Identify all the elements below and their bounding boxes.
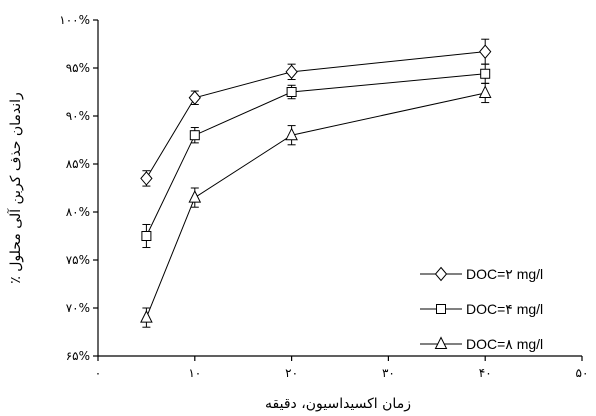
legend-item-2: DOC=۴ mg/l xyxy=(420,301,543,317)
triangle-marker xyxy=(285,127,298,141)
x-tick-label: ۲۰ xyxy=(285,366,298,380)
diamond-marker xyxy=(434,266,448,282)
legend-item-1: DOC=۲ mg/l xyxy=(420,266,543,282)
y-tick-label: ۷۵% xyxy=(66,253,90,267)
series-line xyxy=(145,73,486,237)
diamond-marker xyxy=(140,171,153,186)
y-tick-label: ۷۰% xyxy=(66,301,90,315)
triangle-marker xyxy=(478,85,492,98)
square-marker xyxy=(189,130,200,141)
series-3 xyxy=(140,82,492,328)
x-tick-label: ۰ xyxy=(95,366,101,380)
series-2 xyxy=(141,63,491,249)
x-tick-label: ۴۰ xyxy=(479,366,492,380)
x-tick-label: ۵۰ xyxy=(576,366,589,380)
triangle-marker xyxy=(188,189,202,203)
legend-label: DOC=۸ mg/l xyxy=(466,336,543,352)
y-tick-label: ۸۵% xyxy=(66,157,90,171)
diamond-marker xyxy=(479,44,492,59)
series-layer xyxy=(140,38,492,328)
y-tick-label: ۸۰% xyxy=(66,205,90,219)
legend: DOC=۲ mg/l DOC=۴ mg/l DOC=۸ mg/l xyxy=(420,266,543,352)
series-1 xyxy=(140,38,492,187)
series-line xyxy=(145,92,486,318)
series-line xyxy=(145,51,486,179)
legend-label: DOC=۴ mg/l xyxy=(466,301,543,317)
square-marker xyxy=(141,231,152,241)
legend-item-3: DOC=۸ mg/l xyxy=(420,336,543,352)
y-tick-label: ۹۵% xyxy=(66,61,90,75)
x-tick-label: ۳۰ xyxy=(382,366,395,380)
x-axis-title: زمان اکسیداسیون، دقیقه xyxy=(265,396,411,412)
triangle-marker xyxy=(434,336,448,349)
diamond-marker xyxy=(285,64,298,80)
legend-label: DOC=۲ mg/l xyxy=(466,266,543,282)
y-tick-label: ۶۵% xyxy=(66,349,90,363)
x-tick-label: ۱۰ xyxy=(188,366,201,380)
y-tick-label: ۱۰۰% xyxy=(59,13,90,27)
y-tick-label: ۹۰% xyxy=(66,109,90,123)
triangle-marker xyxy=(140,309,153,323)
diamond-marker xyxy=(188,90,201,106)
square-marker xyxy=(286,87,297,97)
axes: ۶۵% ۷۰% ۷۵% ۸۰% ۸۵% ۹۰% ۹۵% ۱۰۰% ۰ ۱۰ ۲۰ ۳۰ ۴۰ ۵۰ xyxy=(59,13,588,380)
square-marker xyxy=(436,304,446,314)
y-axis-title: راندمان حذف کربن آلی محلول ٪ xyxy=(7,92,24,284)
square-marker xyxy=(480,68,491,79)
